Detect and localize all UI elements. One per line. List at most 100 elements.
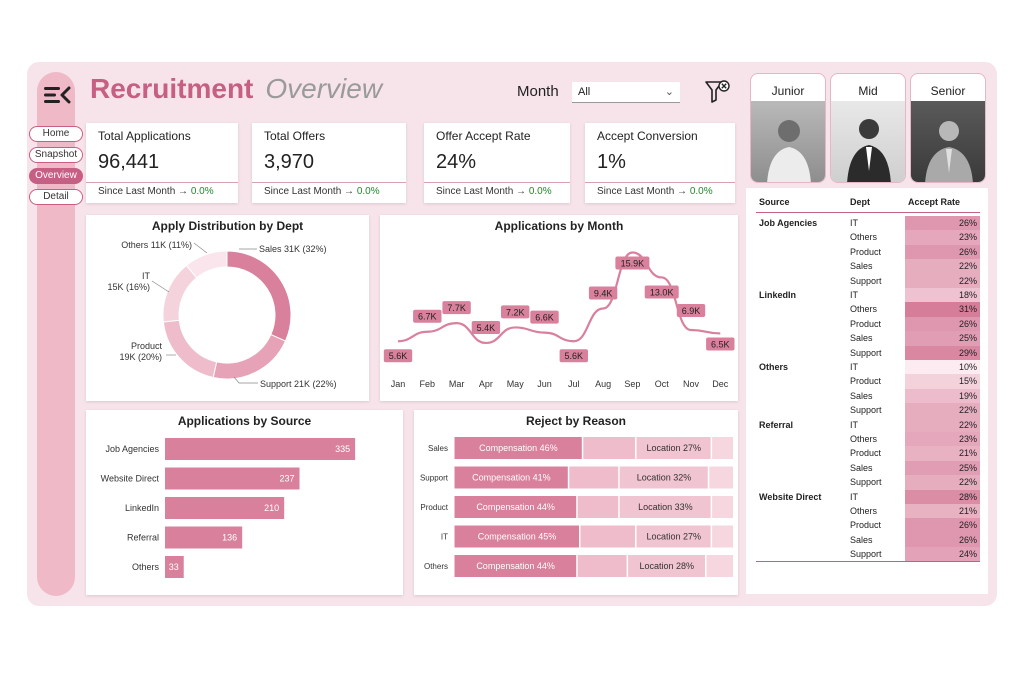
dept-cell: Sales [850,333,873,344]
chart-title: Applications by Month [494,219,624,233]
dept-cell: Others [850,434,878,444]
table-row: Support 24% [756,547,980,562]
accept-rate-cell: 25% [905,331,980,346]
slice-leader-line [151,280,170,293]
accept-rate-cell: 23% [905,230,980,245]
month-select[interactable]: All ⌄ [572,82,680,103]
table-row: Product 26% [756,244,980,260]
data-label: 6.6K [535,313,554,323]
segment-label: Compensation 44% [476,561,555,571]
reject-bar-chart: Sales Compensation 46% Location 27% Support… [420,437,733,577]
category-label: Job Agencies [105,444,159,454]
kpi-divider [86,182,238,183]
dept-cell: Support [850,347,882,358]
category-label: IT [441,533,448,542]
dept-donut-chart: Sales 31K (32%)Support 21K (22%)Product1… [107,240,336,389]
table-footer-divider [756,561,980,562]
table-row: Others 31% [756,302,980,317]
slice-label: Sales 31K (32%) [259,244,327,254]
segment-label: Compensation 41% [472,473,551,483]
table-row: Sales 19% [756,388,980,404]
clear-filter-icon[interactable] [704,78,732,106]
nav-detail[interactable]: Detail [29,189,83,205]
accept-rate-cell: 28% [905,489,980,504]
month-filter-label: Month [517,83,559,100]
dept-cell: Product [850,376,882,387]
slice-label-name: Product [131,341,163,351]
dept-cell: Product [850,246,882,257]
table-row: Support 22% [756,403,980,418]
donut-slice [212,333,287,380]
stacked-bar-segment [454,525,579,548]
kpi-value: 1% [597,151,626,173]
accept-rate-cell: 19% [905,388,980,404]
junior-photo [751,101,825,182]
accept-rate-cell: 26% [905,316,980,332]
data-label-box [676,304,706,318]
chart-title: Reject by Reason [525,414,627,428]
source-cell: Website Direct [759,491,822,502]
category-label: Sales [428,444,448,453]
stacked-bar-segment [577,555,627,577]
category-label: Referral [127,533,159,543]
source-cell: LinkedIn [759,290,797,300]
x-tick-label: Jun [537,379,552,389]
bar [165,556,184,578]
x-tick-label: Apr [479,379,493,389]
series-line [397,251,721,345]
nav-overview[interactable]: Overview [29,168,83,184]
accept-rate-cell: 31% [905,302,980,317]
source-cell: Others [759,362,789,372]
stacked-bar-segment [636,525,711,548]
kpi-label: Offer Accept Rate [436,129,531,143]
senior-photo [911,101,985,182]
data-label-box [413,309,442,323]
mid-photo [831,101,905,182]
level-title: Senior [930,84,966,98]
data-label-box [530,310,559,324]
accept-rate-table: Source Dept Accept Rate Job Agencies IT 26… [746,188,988,594]
kpi-since-text: Since Last Month → [597,186,688,197]
kpi-total-offers: Total Offers 3,970 Since Last Month → 0.… [252,123,406,203]
level-card-senior[interactable]: Senior [910,73,986,183]
nav-snapshot[interactable]: Snapshot [29,147,83,163]
category-label: Product [420,503,448,512]
dept-cell: Others [850,506,878,516]
kpi-since-text: Since Last Month → [436,186,527,197]
data-label-box [383,349,413,363]
data-label: 9.4K [594,288,613,298]
menu-collapse-icon[interactable] [42,80,72,110]
level-card-junior[interactable]: Junior [750,73,826,183]
nav-home[interactable]: Home [29,126,83,142]
kpi-label: Total Offers [264,129,326,143]
stacked-bar-segment [454,555,577,577]
bar-value-label: 136 [222,533,237,543]
stacked-bar-segment [583,437,635,459]
segment-label: Location 27% [647,532,702,542]
stacked-bar-segment [569,466,619,489]
segment-label: Compensation 44% [476,502,555,512]
table-row: Product 21% [756,446,980,461]
level-title: Junior [771,84,805,98]
data-label-box [442,301,471,315]
dept-cell: Support [850,405,882,416]
category-label: LinkedIn [125,503,159,513]
segment-label: Location 27% [647,443,702,453]
kpi-since-text: Since Last Month → [98,186,189,197]
dept-cell: Sales [850,261,873,272]
level-card-mid[interactable]: Mid [830,73,906,183]
kpi-value: 3,970 [264,151,315,173]
table-row: Product 26% [756,518,980,533]
kpi-total-applications: Total Applications 96,441 Since Last Mon… [86,123,238,203]
accept-rate-cell: 26% [905,244,980,260]
table-row: Product 15% [756,374,980,389]
table-row: Product 26% [756,316,980,332]
accept-rate-cell: 22% [905,259,980,274]
stacked-bar-segment [619,466,708,489]
x-tick-label: Nov [683,379,700,389]
dept-cell: IT [850,218,858,228]
kpi-since: Since Last Month → 0.0% [436,186,552,197]
x-tick-label: Mar [449,379,465,389]
donut-slice [226,250,292,342]
slice-label: Others 11K (11%) [121,240,192,250]
